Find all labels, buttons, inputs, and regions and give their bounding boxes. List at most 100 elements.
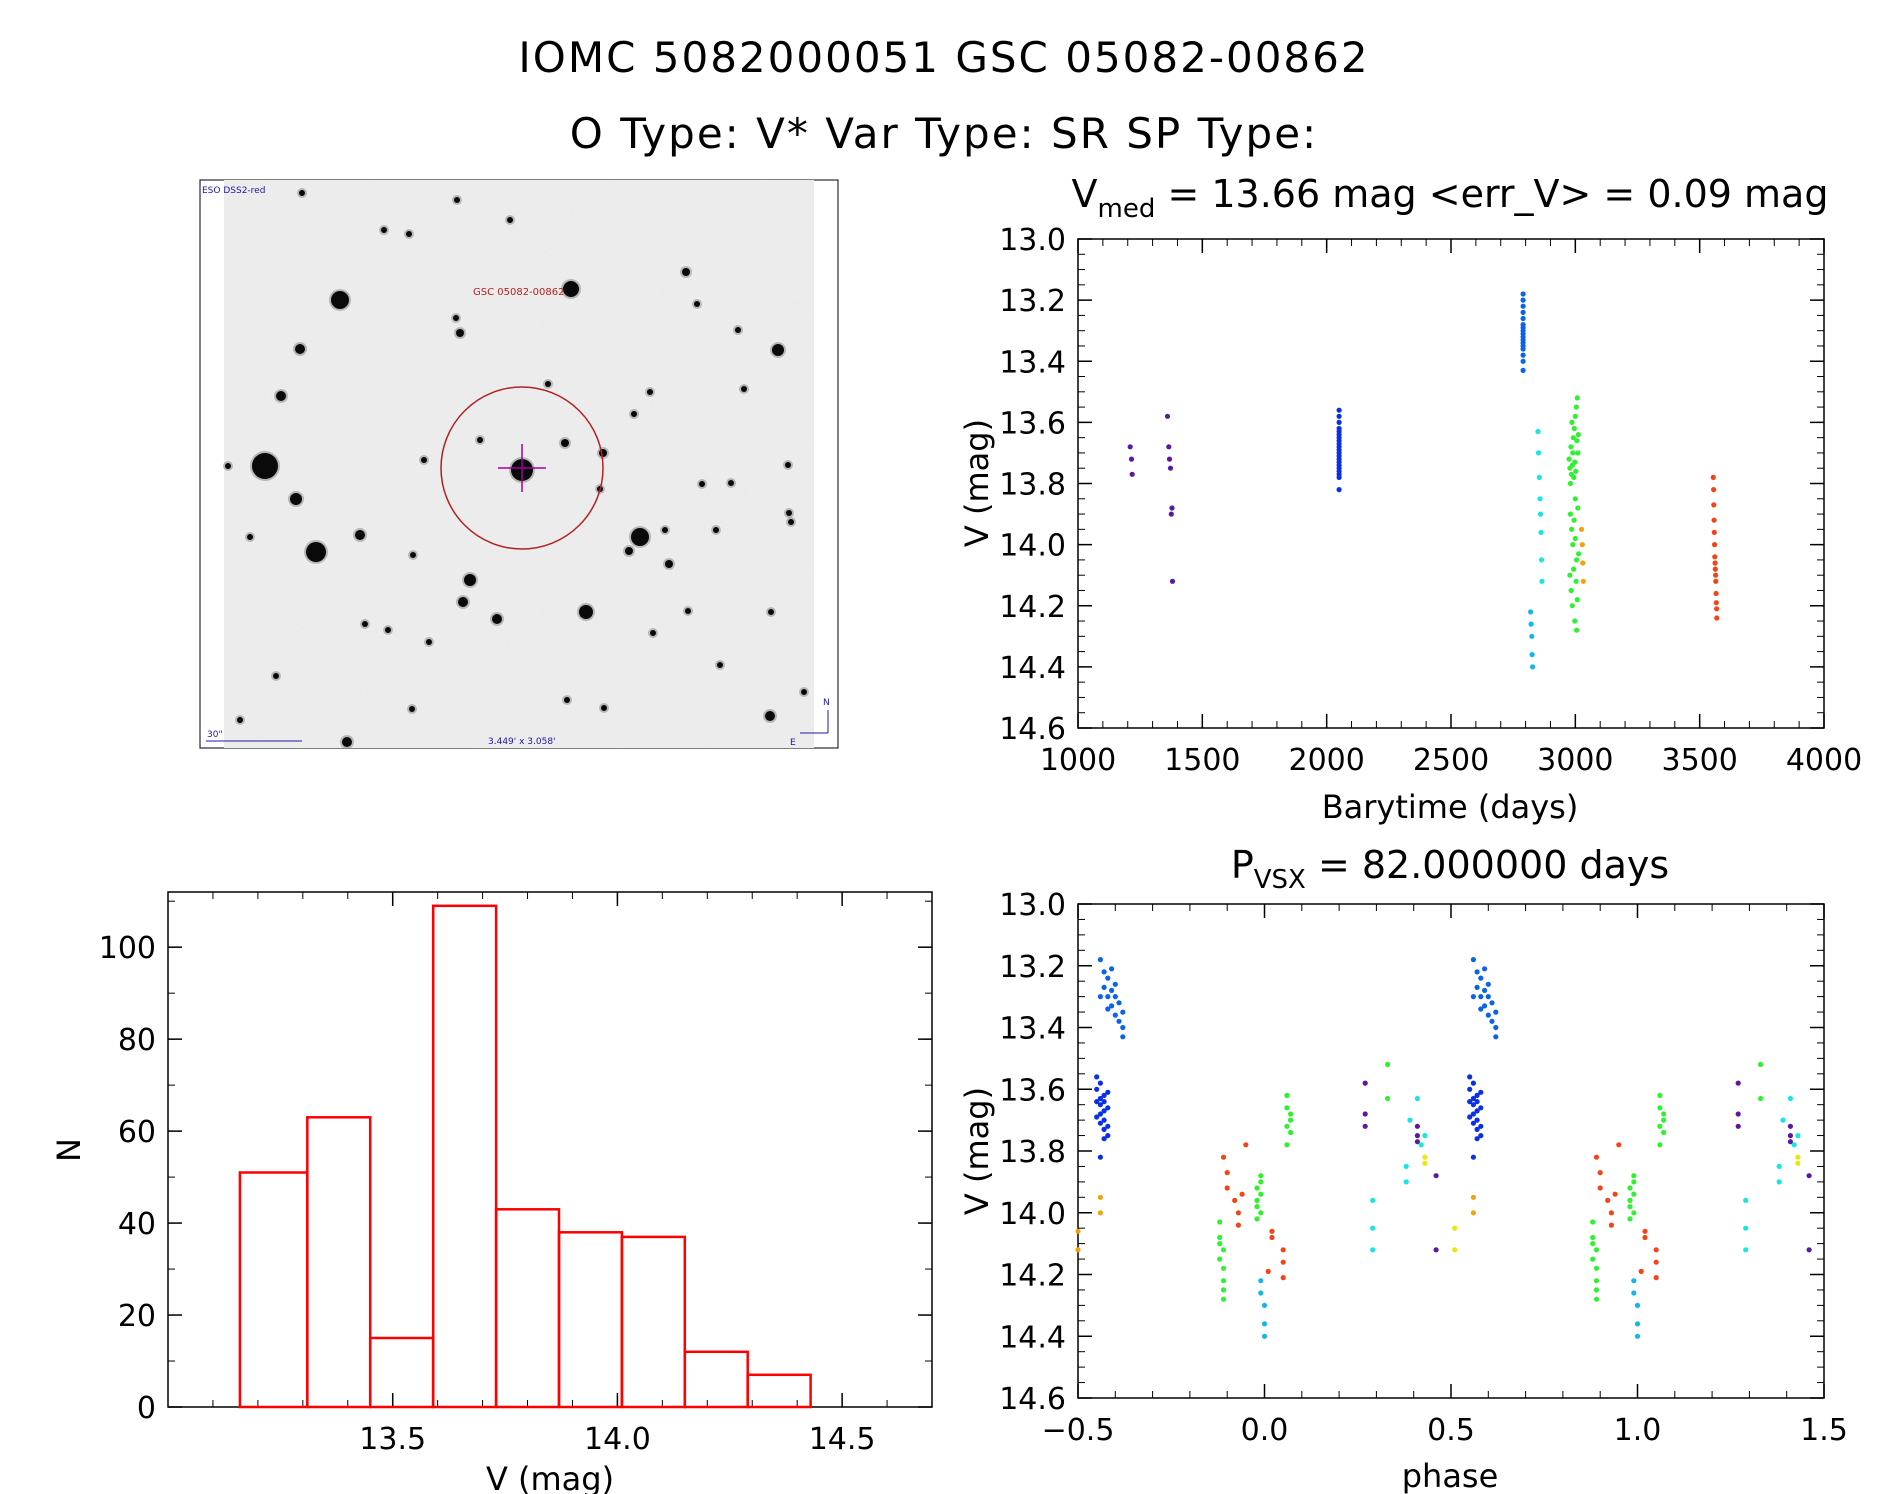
phased-point: [1258, 1191, 1264, 1197]
phased-point: [1220, 1247, 1227, 1253]
phased-xtick-label: 1.5: [1800, 1413, 1848, 1448]
phased-point: [1593, 1154, 1600, 1160]
lightcurve-point: [1573, 468, 1579, 474]
lightcurve-xtick-label: 1500: [1164, 743, 1240, 778]
star: [464, 574, 476, 586]
star: [631, 411, 637, 417]
phased-point: [1254, 1185, 1260, 1191]
lightcurve-point: [1572, 618, 1578, 624]
phased-point: [1105, 1123, 1111, 1129]
lightcurve-point: [1167, 465, 1174, 471]
phased-point: [1631, 1173, 1637, 1179]
lightcurve-ytick-label: 14.6: [999, 712, 1066, 747]
lightcurve-title-rest: = 13.66 mag <err_V> = 0.09 mag: [1155, 172, 1828, 216]
phased-point: [1758, 1095, 1764, 1102]
phased-point: [1657, 1142, 1663, 1148]
phased-point: [1261, 1302, 1268, 1308]
phased-point: [1094, 1114, 1100, 1120]
lightcurve-point: [1568, 444, 1574, 450]
lightcurve-point: [1712, 554, 1718, 560]
phased-xtick-label: 0.5: [1427, 1413, 1475, 1448]
star: [247, 534, 253, 540]
phased-point: [1776, 1179, 1782, 1185]
lightcurve-point: [1712, 560, 1718, 566]
phased-point: [1470, 1154, 1476, 1160]
lightcurve-point: [1713, 572, 1719, 578]
histogram-xtick-label: 13.5: [359, 1422, 426, 1457]
star: [492, 614, 502, 624]
star: [682, 268, 690, 276]
star: [342, 737, 352, 747]
histogram-bar: [306, 1116, 372, 1409]
phased-point: [1109, 987, 1115, 994]
phased-title-sub: VSX: [1254, 865, 1306, 895]
star: [290, 493, 302, 505]
phased-point: [1414, 1095, 1420, 1102]
lightcurve-point: [1538, 557, 1545, 563]
phased-ytick-label: 13.6: [999, 1073, 1066, 1108]
lightcurve-ytick-label: 14.0: [999, 529, 1066, 564]
phased-point: [1653, 1259, 1659, 1265]
star: [453, 315, 459, 321]
phased-point: [1653, 1247, 1659, 1253]
phased-point: [1112, 994, 1118, 1000]
phased-point: [1097, 1102, 1103, 1108]
phased-ytick-label: 14.0: [999, 1197, 1066, 1232]
lightcurve-point: [1580, 578, 1586, 584]
star: [665, 560, 673, 568]
phased-ytick-label: 14.6: [999, 1382, 1066, 1417]
histogram-ytick-label: 80: [118, 1023, 156, 1058]
north-label: N: [823, 698, 830, 708]
sky-stars: [223, 188, 809, 748]
lightcurve-ytick-label: 13.8: [999, 468, 1066, 503]
phased-plot-area: [1077, 903, 1825, 1399]
lightcurve-title-sub: med: [1098, 194, 1156, 224]
lightcurve-point: [1127, 444, 1133, 450]
star: [409, 706, 415, 712]
lightcurve-point: [1535, 450, 1542, 456]
phased-point: [1418, 1142, 1424, 1148]
lightcurve-point: [1528, 621, 1534, 627]
phased-point: [1120, 1024, 1126, 1031]
type-subtitle: O Type: V* Var Type: SR SP Type:: [570, 109, 1318, 158]
phased-point: [1474, 1092, 1480, 1098]
star: [458, 597, 468, 607]
lightcurve-point: [1713, 590, 1719, 597]
phased-point: [1097, 1210, 1103, 1216]
phased-point: [1220, 1265, 1227, 1271]
lightcurve-point: [1336, 419, 1342, 425]
phased-point: [1474, 1099, 1480, 1105]
star: [579, 605, 593, 619]
phased-point: [1097, 994, 1103, 1000]
lightcurve-point: [1567, 572, 1573, 578]
phased-point: [1101, 1099, 1107, 1105]
star: [625, 547, 633, 555]
lightcurve-point: [1538, 529, 1544, 536]
lightcurve-point: [1714, 615, 1720, 621]
phased-point: [1478, 1133, 1484, 1139]
lightcurve-point: [1572, 413, 1578, 419]
phased-point: [1284, 1123, 1290, 1129]
phased-point: [1593, 1247, 1600, 1253]
phased-point: [1280, 1247, 1286, 1253]
histogram-bar: [746, 1373, 812, 1409]
lightcurve-point: [1336, 413, 1342, 419]
phased-point: [1590, 1256, 1596, 1262]
phased-point: [1220, 1154, 1227, 1160]
phased-point: [1493, 1009, 1499, 1015]
histogram-bars: [238, 904, 812, 1409]
phased-point: [1452, 1225, 1458, 1231]
phased-point: [1403, 1163, 1409, 1169]
phased-point: [1467, 1114, 1473, 1120]
lightcurve-point: [1128, 456, 1135, 462]
lightcurve-point: [1580, 560, 1586, 566]
phased-ytick-label: 14.2: [999, 1259, 1066, 1294]
phased-point: [1097, 1154, 1103, 1160]
lightcurve-ylabel: V (mag): [958, 419, 996, 547]
star: [599, 449, 607, 457]
phased-point: [1220, 1296, 1227, 1302]
phased-point: [1101, 984, 1107, 991]
lightcurve-point: [1537, 511, 1544, 517]
star: [647, 389, 653, 395]
phased-point: [1120, 1009, 1126, 1015]
